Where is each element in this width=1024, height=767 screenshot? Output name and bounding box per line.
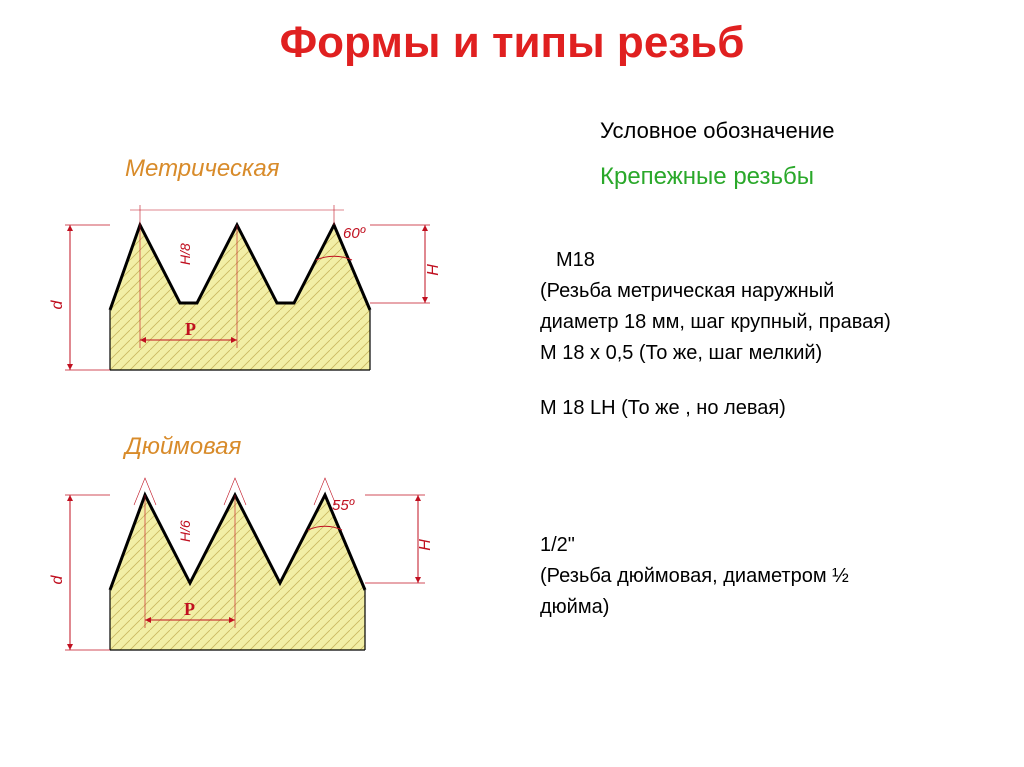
inch-thread-diagram: d H 55º P H/6 — [30, 470, 480, 680]
depth-label: H/8 — [177, 243, 193, 265]
d-label-2: d — [49, 574, 66, 584]
metric-notation-text: М18 (Резьба метрическая наружный диаметр… — [540, 245, 1000, 424]
angle-label: 60º — [343, 225, 367, 242]
inch-heading: Дюймовая — [125, 433, 241, 461]
depth-label-2: H/6 — [177, 520, 193, 542]
d-label: d — [49, 299, 66, 309]
metric-heading: Метрическая — [125, 155, 280, 183]
h-label: H — [425, 264, 442, 276]
pitch-label-2: P — [184, 599, 195, 619]
h-label-2: H — [417, 539, 434, 551]
inch-notation-text: 1/2" (Резьба дюймовая, диаметром ½ дюйма… — [540, 530, 1000, 623]
page-title: Формы и типы резьб — [0, 0, 1024, 78]
metric-thread-diagram: d H 60º P H/8 — [30, 190, 480, 400]
notation-heading: Условное обозначение — [600, 118, 834, 144]
fastener-heading: Крепежные резьбы — [600, 163, 814, 191]
pitch-label: P — [185, 319, 196, 339]
angle-label-2: 55º — [332, 497, 356, 514]
